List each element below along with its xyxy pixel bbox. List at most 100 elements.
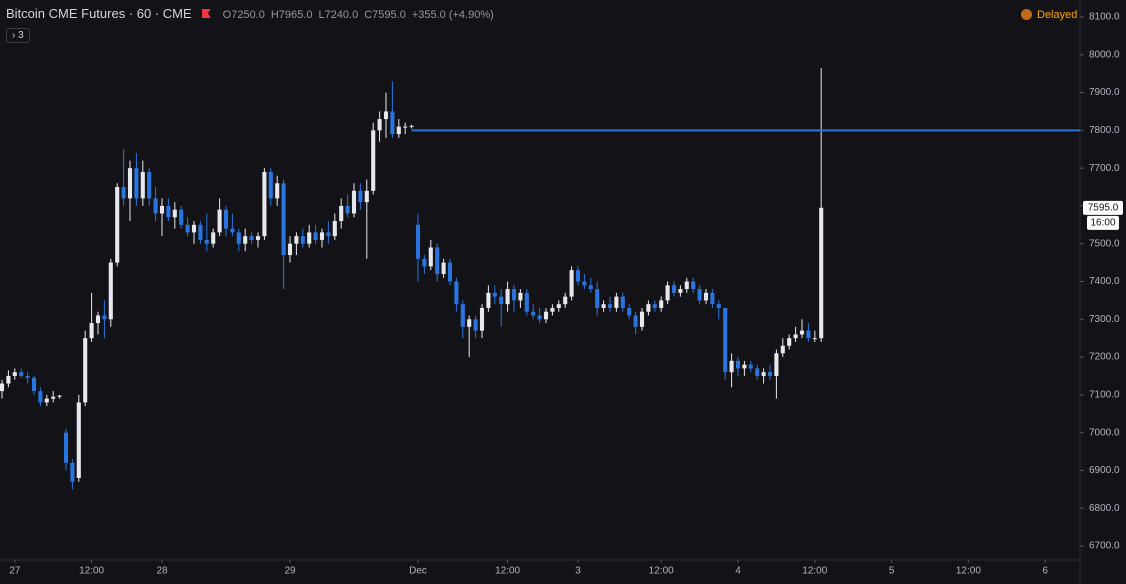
- y-tick-label: 7200.0: [1089, 352, 1120, 363]
- candle-body: [166, 205, 171, 218]
- y-tick-label: 7000.0: [1089, 427, 1120, 438]
- x-tick-label: 12:00: [495, 566, 520, 577]
- candle-body: [319, 232, 325, 240]
- candle-body: [582, 281, 587, 286]
- candle-body: [294, 236, 299, 244]
- x-tick-label: 12:00: [649, 566, 674, 577]
- y-tick-label: 8000.0: [1089, 49, 1120, 60]
- y-tick-label: 6900.0: [1089, 465, 1120, 476]
- candle-body: [601, 304, 606, 308]
- candle-body: [249, 236, 254, 240]
- candle-body: [223, 209, 229, 229]
- symbol-title[interactable]: Bitcoin CME Futures · 60 · CME: [6, 6, 192, 21]
- ohlc-low: L7240.0: [318, 9, 359, 21]
- candle-body: [716, 304, 721, 308]
- x-tick-label: 5: [889, 566, 895, 577]
- candle-body: [63, 432, 69, 463]
- x-tick-label: 12:00: [79, 566, 104, 577]
- candle-body: [140, 171, 145, 199]
- candle-body: [31, 377, 37, 392]
- candle-body: [614, 296, 619, 308]
- candle-body: [44, 398, 49, 403]
- candle-body: [607, 304, 613, 308]
- delayed-badge[interactable]: Delayed: [1021, 9, 1077, 21]
- candle-body: [627, 307, 632, 316]
- candle-body: [275, 183, 280, 199]
- y-tick-label: 7800.0: [1089, 125, 1120, 136]
- candle-body: [665, 285, 670, 301]
- candle-body: [563, 296, 568, 305]
- y-tick-label: 7700.0: [1089, 163, 1120, 174]
- delayed-text: Delayed: [1037, 9, 1078, 21]
- candle-body: [268, 171, 273, 199]
- candle-body: [454, 281, 459, 305]
- candle-body: [364, 190, 369, 203]
- candle-body: [89, 323, 94, 339]
- ohlc-high: H7965.0: [270, 9, 313, 21]
- candle-body: [51, 396, 56, 399]
- candle-body: [403, 126, 408, 128]
- candle-body: [127, 168, 133, 199]
- candle-body: [70, 462, 75, 482]
- y-tick-label: 7900.0: [1089, 87, 1120, 98]
- x-tick-label: 27: [9, 566, 21, 577]
- candle-body: [19, 372, 24, 376]
- candle-body: [556, 304, 561, 308]
- candle-body: [313, 232, 318, 240]
- candle-body: [57, 395, 62, 397]
- candle-body: [787, 338, 792, 346]
- candle-body: [569, 270, 574, 297]
- candle-body: [422, 258, 427, 267]
- candle-body: [435, 247, 440, 274]
- candle-body: [723, 307, 728, 373]
- candle-body: [710, 292, 715, 305]
- candle-body: [179, 209, 184, 225]
- candle-body: [76, 402, 81, 478]
- candle-body: [499, 296, 504, 305]
- last-price-label: 7595.0: [1088, 202, 1119, 213]
- candle-body: [620, 296, 625, 308]
- candle-body: [575, 270, 581, 282]
- candle-body: [307, 232, 312, 244]
- y-tick-label: 8100.0: [1089, 12, 1120, 23]
- candle-body: [255, 236, 261, 240]
- candle-body: [684, 281, 689, 290]
- candle-body: [102, 315, 107, 320]
- candle-body: [345, 205, 350, 214]
- x-tick-label: 4: [735, 566, 741, 577]
- candle-body: [697, 289, 702, 301]
- candle-body: [678, 289, 683, 293]
- candle-body: [633, 315, 638, 327]
- y-tick-label: 7300.0: [1089, 314, 1120, 325]
- x-tick-label: 12:00: [802, 566, 827, 577]
- candle-body: [351, 190, 357, 214]
- candle-body: [774, 353, 779, 376]
- candle-body: [780, 345, 785, 354]
- candle-body: [185, 224, 190, 233]
- flag-icon[interactable]: [201, 9, 211, 18]
- candle-body: [38, 391, 43, 403]
- x-tick-label: Dec: [409, 566, 427, 577]
- candle-body: [518, 292, 523, 301]
- candle-body: [537, 315, 542, 320]
- candle-body: [812, 338, 817, 340]
- delayed-icon: [1021, 9, 1032, 20]
- y-tick-label: 6700.0: [1089, 541, 1120, 552]
- indicator-toggle[interactable]: › 3: [6, 28, 30, 43]
- candle-body: [153, 198, 158, 214]
- candle-body: [217, 209, 222, 233]
- candle-body: [748, 364, 753, 369]
- candle-body: [198, 224, 203, 240]
- candle-body: [799, 330, 805, 335]
- candle-body: [492, 292, 497, 297]
- candle-body: [735, 360, 741, 369]
- last-price-box: [1083, 200, 1123, 215]
- candle-body: [652, 304, 657, 308]
- candle-body: [729, 360, 734, 373]
- candle-body: [236, 232, 241, 244]
- candle-body: [390, 111, 395, 135]
- candle-body: [671, 285, 677, 293]
- candle-body: [486, 292, 491, 308]
